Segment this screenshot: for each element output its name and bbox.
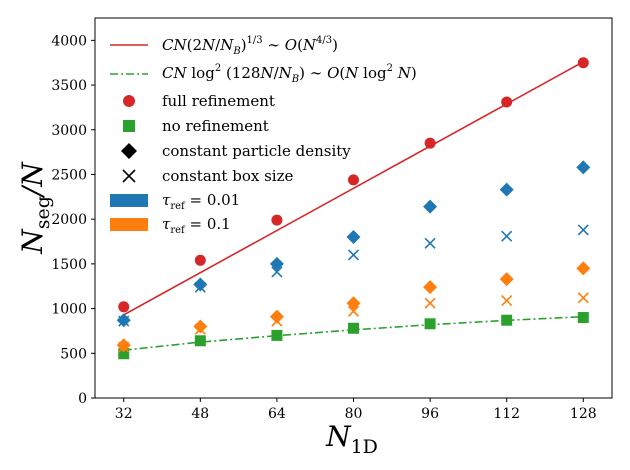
x-tick-label: 64 (268, 406, 286, 422)
y-tick-label: 4000 (51, 33, 87, 49)
point-no_refinement (501, 314, 513, 326)
point-tau01_cbs (118, 341, 130, 353)
point-tau01_cbs (577, 292, 589, 304)
legend-entry-fit-none: CN log2 (128N/NB) ∼ O(N log2 N) (110, 57, 417, 85)
point-full_refinement (424, 137, 436, 149)
series-layer (116, 57, 591, 360)
legend-marker-cbs (122, 169, 136, 183)
point-tau01_cpd (423, 280, 438, 295)
point-tau001_cpd (576, 160, 591, 175)
legend-label-fit-full: CN(2N/NB)1/3 ∼ O(N4/3) (162, 35, 338, 57)
point-tau01_cpd (116, 338, 131, 353)
legend-marker-none (123, 120, 135, 132)
point-tau001_cpd (423, 199, 438, 214)
point-tau01_cpd (269, 309, 284, 324)
point-tau001_cpd (499, 182, 514, 197)
legend-entry-none: no refinement (123, 117, 269, 135)
y-tick-label: 2500 (51, 167, 87, 183)
point-no_refinement (271, 329, 283, 341)
legend-label-full: full refinement (162, 92, 275, 110)
point-no_refinement (194, 335, 206, 347)
point-no_refinement (118, 348, 130, 360)
point-tau01_cbs (194, 323, 206, 335)
y-tick-label: 2000 (51, 212, 87, 228)
x-tick-label: 32 (115, 406, 133, 422)
legend-label-tau001: τref = 0.01 (162, 191, 240, 212)
legend-label-fit-none: CN log2 (128N/NB) ∼ O(N log2 N) (162, 57, 417, 85)
x-axis-label: N1D (325, 420, 378, 458)
legend-entry-cbs: constant box size (122, 167, 293, 185)
y-tick-label: 500 (60, 346, 87, 362)
legend-label-cbs: constant box size (162, 167, 293, 185)
point-tau01_cpd (193, 319, 208, 334)
point-no_refinement (577, 312, 589, 324)
x-tick-label: 48 (191, 406, 209, 422)
x-tick-label: 112 (493, 406, 520, 422)
y-tick-label: 3500 (51, 78, 87, 94)
point-tau001_cbs (271, 266, 283, 278)
legend-entry-full: full refinement (123, 92, 275, 110)
point-full_refinement (194, 254, 206, 266)
point-tau01_cpd (499, 272, 514, 287)
point-no_refinement (424, 318, 436, 330)
y-axis-label: Nseg/N (16, 161, 54, 255)
y-tick-label: 3000 (51, 123, 87, 139)
y-tick-label: 0 (78, 391, 87, 407)
legend-entry-fit-full: CN(2N/NB)1/3 ∼ O(N4/3) (110, 35, 338, 57)
point-tau001_cbs (577, 224, 589, 236)
legend-label-tau01: τref = 0.1 (162, 215, 231, 236)
point-tau001_cbs (118, 315, 130, 327)
point-tau01_cbs (424, 297, 436, 309)
legend-marker-cpd (121, 143, 137, 159)
legend-patch-tau001 (110, 194, 148, 207)
point-no_refinement (348, 322, 359, 334)
point-full_refinement (577, 57, 589, 69)
legend-entry-tau001: τref = 0.01 (110, 191, 240, 212)
x-tick-label: 96 (421, 406, 439, 422)
legend-label-none: no refinement (162, 117, 269, 135)
legend: CN(2N/NB)1/3 ∼ O(N4/3) CN log2 (128N/NB)… (110, 35, 417, 236)
point-tau001_cbs (501, 230, 513, 242)
point-tau01_cbs (501, 294, 513, 307)
point-tau01_cbs (271, 315, 283, 327)
y-tick-label: 1000 (51, 302, 87, 318)
point-full_refinement (501, 96, 513, 108)
legend-patch-tau01 (110, 218, 148, 231)
point-tau01_cpd (576, 261, 591, 276)
x-tick-label: 80 (345, 406, 363, 422)
point-tau01_cbs (347, 305, 360, 317)
y-tick-label: 1500 (51, 257, 87, 273)
legend-label-cpd: constant particle density (162, 142, 351, 160)
point-tau001_cpd (193, 277, 208, 292)
legend-marker-full (123, 95, 135, 107)
legend-entry-cpd: constant particle density (121, 142, 351, 160)
ticks-layer: 32 48 64 80 96 112 128 0 500 1000 1500 2000 2500 3000… (51, 33, 596, 422)
point-full_refinement (348, 174, 359, 186)
point-tau001_cpd (346, 230, 361, 245)
point-full_refinement (271, 214, 283, 226)
point-tau001_cbs (424, 237, 436, 249)
point-tau001_cbs (194, 281, 206, 293)
point-tau001_cbs (347, 249, 360, 261)
x-tick-label: 128 (570, 406, 597, 422)
point-full_refinement (118, 301, 130, 313)
legend-entry-tau01: τref = 0.1 (110, 215, 231, 236)
